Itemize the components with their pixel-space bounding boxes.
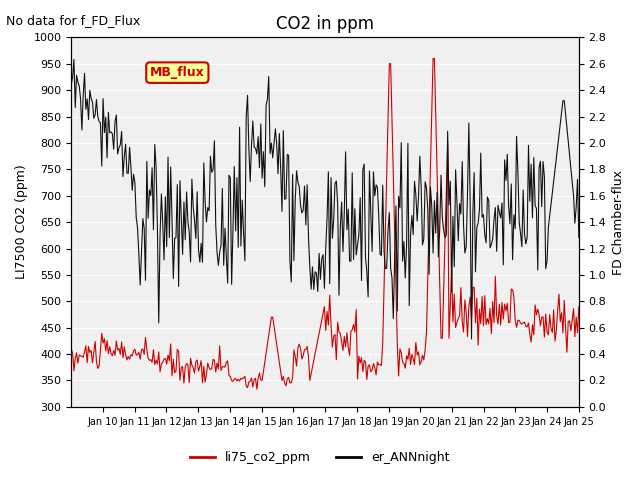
Text: No data for f_FD_Flux: No data for f_FD_Flux xyxy=(6,14,141,27)
Y-axis label: LI7500 CO2 (ppm): LI7500 CO2 (ppm) xyxy=(15,165,28,279)
Title: CO2 in ppm: CO2 in ppm xyxy=(276,15,374,33)
Y-axis label: FD Chamber-flux: FD Chamber-flux xyxy=(612,169,625,275)
Text: MB_flux: MB_flux xyxy=(150,66,205,79)
Legend: li75_co2_ppm, er_ANNnight: li75_co2_ppm, er_ANNnight xyxy=(186,446,454,469)
